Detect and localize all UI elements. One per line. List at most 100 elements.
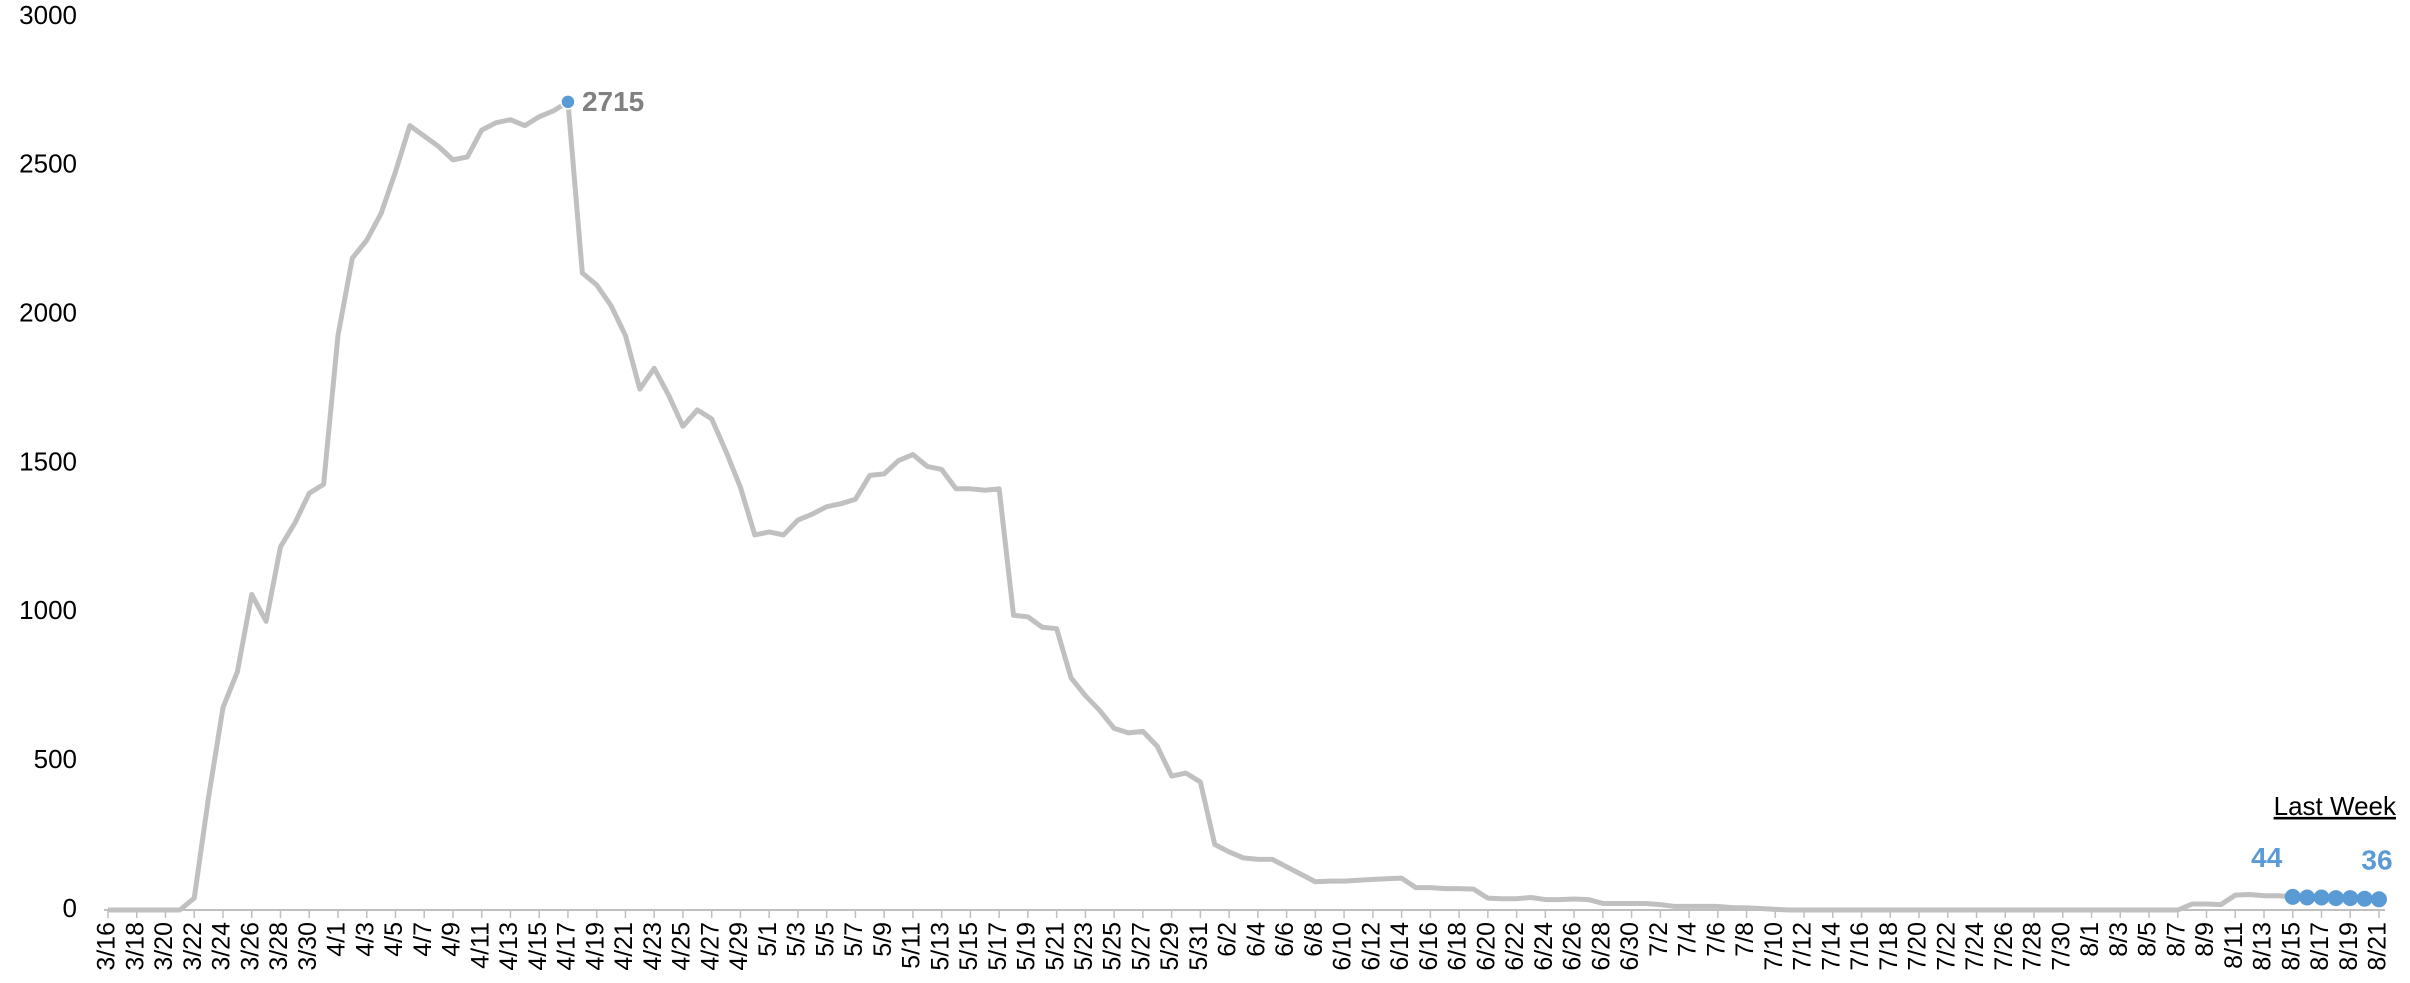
x-tick-label: 3/26 [236, 922, 264, 971]
x-tick-label: 4/23 [639, 922, 667, 971]
x-tick-label: 7/30 [2047, 922, 2075, 971]
x-tick-label: 6/4 [1242, 922, 1270, 957]
x-tick-label: 4/29 [725, 922, 753, 971]
x-tick-label: 7/2 [1645, 922, 1673, 957]
x-tick-label: 4/15 [524, 922, 552, 971]
x-tick-label: 5/19 [1013, 922, 1041, 971]
highlight-point [2371, 891, 2387, 908]
x-tick-label: 8/9 [2191, 922, 2219, 957]
highlight-point [2356, 890, 2373, 907]
x-tick-label: 8/3 [2105, 922, 2133, 957]
x-tick-label: 7/12 [1789, 922, 1817, 971]
x-tick-label: 4/9 [438, 922, 466, 957]
highlight-point [2313, 889, 2330, 906]
data-line [108, 99, 2380, 913]
x-tick-label: 6/24 [1530, 922, 1558, 971]
x-tick-label: 6/14 [1386, 922, 1414, 971]
x-tick-label: 5/5 [811, 922, 839, 957]
x-tick-label: 7/26 [1990, 922, 2018, 971]
x-tick-label: 8/5 [2134, 922, 2162, 957]
peak-point [560, 94, 576, 110]
x-tick-label: 3/18 [121, 922, 149, 971]
x-tick-label: 6/28 [1587, 922, 1615, 971]
x-tick-label: 5/3 [783, 922, 811, 957]
highlight-point [2299, 889, 2316, 906]
y-tick-label: 500 [34, 744, 77, 774]
x-tick-label: 7/10 [1760, 922, 1788, 971]
x-tick-label: 6/6 [1271, 922, 1299, 957]
x-tick-label: 3/20 [150, 922, 178, 971]
highlight-point [2327, 890, 2344, 907]
x-tick-label: 8/7 [2162, 922, 2190, 957]
highlight-point [2284, 888, 2301, 905]
x-tick-label: 5/29 [1156, 922, 1184, 971]
x-tick-label: 7/8 [1731, 922, 1759, 957]
x-tick-label: 8/1 [2076, 922, 2104, 957]
x-tick-label: 5/9 [869, 922, 897, 957]
x-tick-label: 4/17 [553, 922, 581, 971]
x-tick-label: 5/1 [754, 922, 782, 957]
x-tick-label: 6/8 [1300, 922, 1328, 957]
x-tick-label: 4/1 [323, 922, 351, 957]
x-tick-label: 7/4 [1674, 922, 1702, 957]
x-tick-label: 3/30 [294, 922, 322, 971]
x-tick-label: 3/28 [265, 922, 293, 971]
x-tick-label: 5/23 [1070, 922, 1098, 971]
x-tick-label: 6/10 [1329, 922, 1357, 971]
x-tick-label: 8/19 [2335, 922, 2363, 971]
x-tick-label: 7/6 [1702, 922, 1730, 957]
x-tick-label: 7/14 [1817, 922, 1845, 971]
x-tick-label: 3/16 [93, 922, 121, 971]
x-tick-label: 6/22 [1501, 922, 1529, 971]
x-tick-label: 4/19 [581, 922, 609, 971]
x-tick-label: 6/20 [1472, 922, 1500, 971]
y-tick-label: 1000 [19, 595, 77, 625]
y-tick-label: 2500 [19, 149, 77, 179]
x-tick-label: 5/25 [1099, 922, 1127, 971]
x-tick-label: 4/11 [466, 922, 494, 969]
x-tick-label: 6/2 [1214, 922, 1242, 957]
x-tick-label: 3/22 [179, 922, 207, 971]
y-tick-label: 0 [63, 893, 77, 923]
highlight-label: Last Week [2274, 791, 2397, 821]
x-tick-label: 4/27 [696, 922, 724, 971]
x-tick-label: 8/15 [2277, 922, 2305, 971]
x-tick-label: 7/24 [1961, 922, 1989, 971]
x-tick-label: 7/28 [2019, 922, 2047, 971]
value-label: 36 [2361, 844, 2392, 875]
y-tick-label: 3000 [19, 0, 77, 30]
y-tick-label: 1500 [19, 446, 77, 476]
x-tick-label: 4/5 [380, 922, 408, 957]
x-tick-label: 7/16 [1846, 922, 1874, 971]
x-tick-label: 5/27 [1127, 922, 1155, 971]
x-tick-label: 7/22 [1932, 922, 1960, 971]
x-tick-label: 8/21 [2364, 922, 2392, 971]
value-label: 44 [2251, 842, 2283, 873]
x-tick-label: 5/13 [926, 922, 954, 971]
x-tick-label: 4/21 [610, 922, 638, 971]
x-tick-label: 5/17 [984, 922, 1012, 971]
x-tick-label: 6/30 [1616, 922, 1644, 971]
peak-label: 2715 [582, 86, 644, 117]
x-tick-label: 8/13 [2249, 922, 2277, 971]
x-tick-label: 5/31 [1185, 922, 1213, 971]
x-tick-label: 3/24 [208, 922, 236, 971]
x-tick-label: 8/17 [2306, 922, 2334, 971]
x-tick-label: 4/13 [495, 922, 523, 971]
x-tick-label: 6/16 [1415, 922, 1443, 971]
y-tick-label: 2000 [19, 298, 77, 328]
x-tick-label: 4/3 [351, 922, 379, 957]
x-tick-label: 6/12 [1357, 922, 1385, 971]
x-tick-label: 5/15 [955, 922, 983, 971]
x-tick-label: 4/7 [409, 922, 437, 957]
highlight-point [2342, 890, 2359, 907]
x-tick-label: 5/21 [1041, 922, 1069, 971]
x-tick-label: 8/11 [2220, 922, 2248, 969]
x-tick-label: 6/18 [1444, 922, 1472, 971]
x-tick-label: 7/18 [1875, 922, 1903, 971]
x-tick-label: 7/20 [1904, 922, 1932, 971]
x-tick-label: 4/25 [668, 922, 696, 971]
x-tick-label: 6/26 [1559, 922, 1587, 971]
